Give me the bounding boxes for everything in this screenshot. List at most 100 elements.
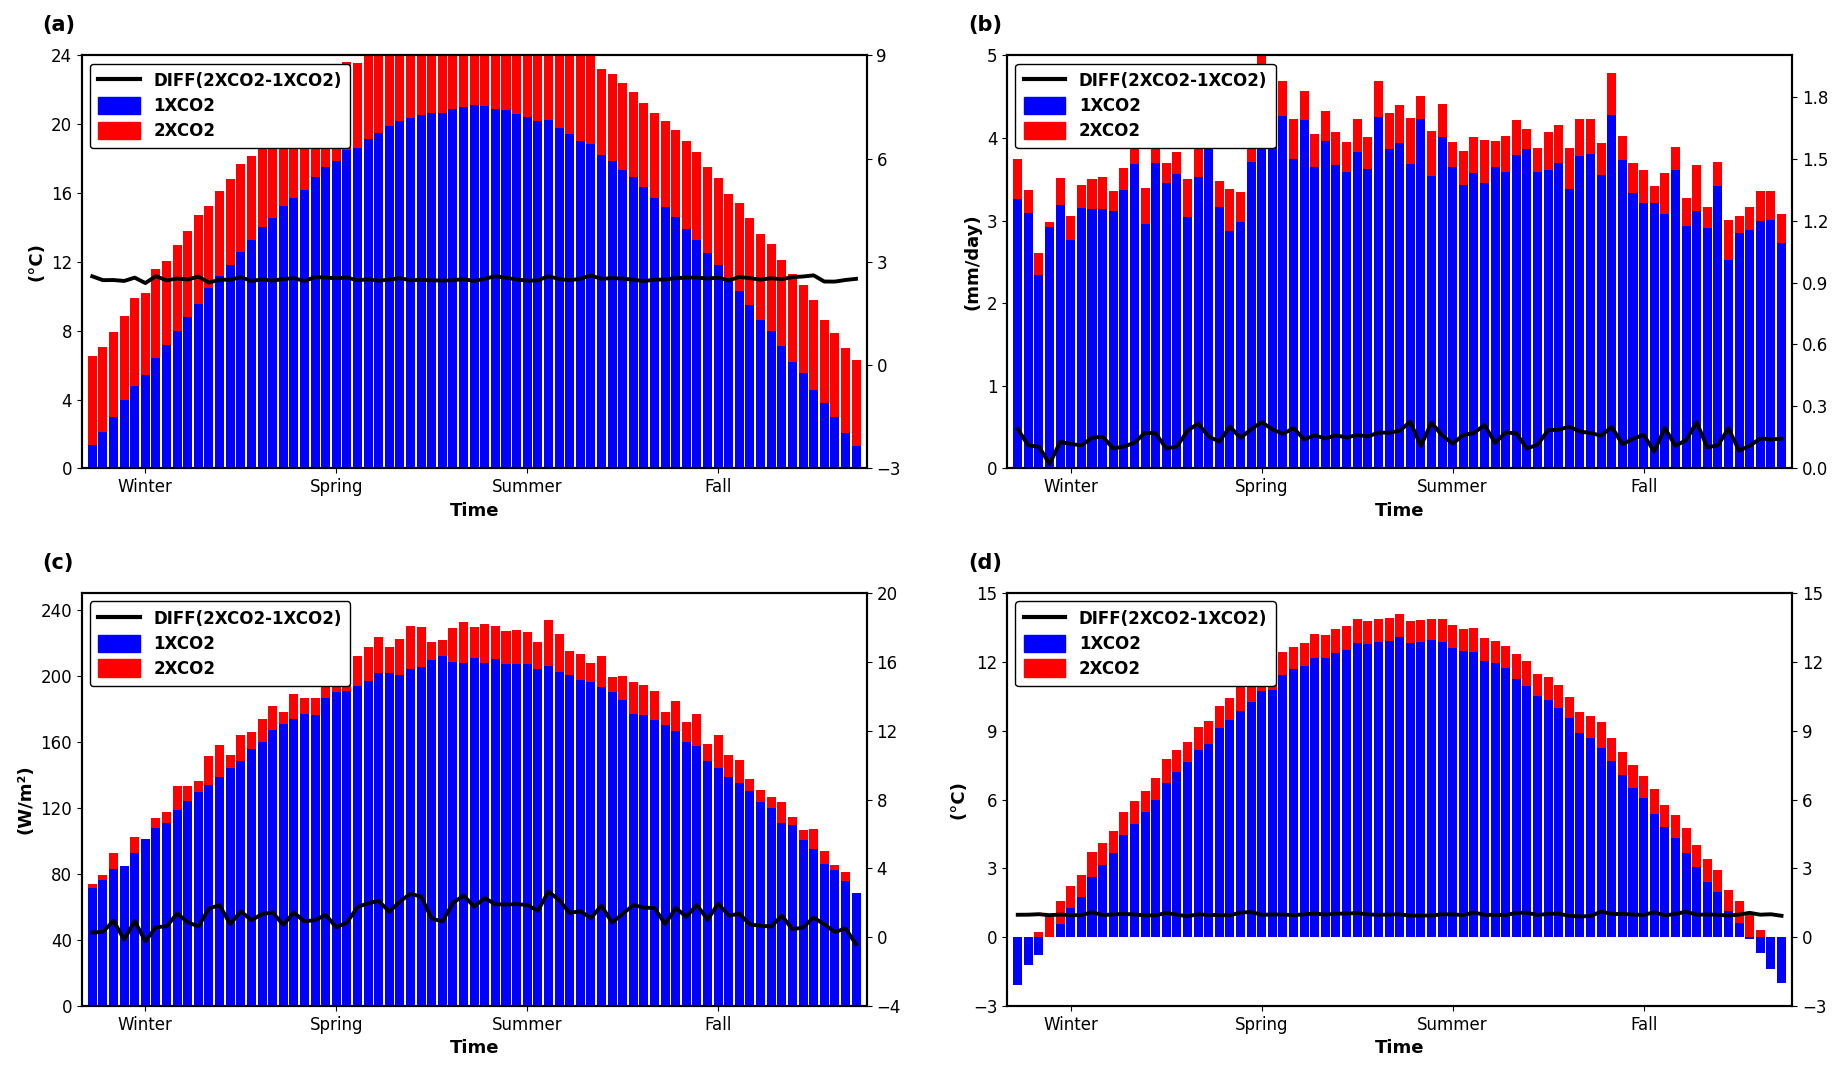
Bar [1098, 208, 1107, 468]
Bar [1723, 260, 1732, 468]
Bar [841, 881, 851, 1006]
Bar [1140, 223, 1149, 468]
Bar [1491, 142, 1500, 468]
Bar [1395, 614, 1404, 938]
Bar [1205, 135, 1214, 468]
Bar [1299, 643, 1308, 938]
Bar [1013, 199, 1022, 468]
Bar [332, 74, 341, 468]
Bar [756, 234, 766, 468]
Bar [1629, 765, 1638, 938]
Bar [1236, 686, 1245, 938]
Bar [1511, 654, 1520, 938]
Bar [649, 720, 659, 1006]
Bar [544, 666, 554, 1006]
Legend: DIFF(2XCO2-1XCO2), 1XCO2, 2XCO2: DIFF(2XCO2-1XCO2), 1XCO2, 2XCO2 [1015, 63, 1275, 148]
Text: (c): (c) [42, 552, 74, 572]
Bar [725, 755, 732, 1006]
Bar [522, 664, 531, 1006]
Bar [247, 749, 256, 1006]
Bar [268, 730, 277, 1006]
Legend: DIFF(2XCO2-1XCO2), 1XCO2, 2XCO2: DIFF(2XCO2-1XCO2), 1XCO2, 2XCO2 [90, 601, 351, 686]
Bar [1205, 722, 1214, 938]
Bar [1672, 170, 1681, 468]
Bar [661, 725, 670, 1006]
Bar [1660, 804, 1670, 938]
Bar [1587, 716, 1596, 938]
Bar [1172, 174, 1181, 468]
Bar [194, 304, 203, 468]
Bar [1321, 658, 1330, 938]
Bar [1120, 812, 1129, 938]
Legend: DIFF(2XCO2-1XCO2), 1XCO2, 2XCO2: DIFF(2XCO2-1XCO2), 1XCO2, 2XCO2 [90, 63, 351, 148]
Bar [1533, 172, 1542, 468]
Bar [1172, 772, 1181, 938]
Bar [1502, 172, 1511, 468]
Bar [1066, 241, 1076, 468]
Bar [1638, 170, 1648, 468]
Bar [1279, 81, 1288, 468]
Bar [1384, 619, 1393, 938]
Bar [1638, 203, 1648, 468]
Bar [375, 673, 384, 1006]
Bar [437, 28, 446, 468]
Bar [745, 218, 755, 468]
Bar [109, 417, 118, 468]
Bar [1734, 216, 1744, 468]
Bar [1352, 642, 1362, 938]
Bar [1766, 938, 1775, 946]
Bar [417, 115, 426, 468]
Bar [1491, 641, 1500, 938]
Bar [1395, 105, 1404, 468]
Bar [1290, 669, 1299, 938]
Bar [428, 29, 435, 468]
Bar [1279, 116, 1288, 468]
Bar [1077, 208, 1087, 468]
Bar [598, 687, 605, 1006]
Bar [417, 29, 426, 468]
Bar [1268, 668, 1277, 938]
Bar [565, 676, 574, 1006]
Bar [513, 114, 520, 468]
Bar [1692, 165, 1701, 468]
Text: (b): (b) [969, 15, 1002, 34]
Bar [470, 658, 478, 1006]
Bar [1553, 709, 1563, 938]
Bar [162, 812, 172, 1006]
Bar [268, 133, 277, 468]
Bar [428, 114, 435, 468]
Bar [1194, 727, 1203, 938]
Bar [1607, 738, 1616, 938]
X-axis label: Time: Time [450, 502, 498, 520]
Bar [1024, 938, 1033, 966]
Bar [1247, 702, 1256, 938]
Bar [1469, 652, 1478, 938]
Bar [1672, 815, 1681, 938]
Bar [1268, 133, 1277, 468]
Bar [89, 446, 96, 468]
Bar [1522, 149, 1531, 468]
Bar [140, 293, 149, 468]
Bar [1596, 748, 1605, 938]
Bar [1268, 95, 1277, 468]
Bar [290, 111, 299, 468]
Bar [830, 865, 839, 1006]
Bar [1426, 176, 1435, 468]
Bar [491, 108, 500, 468]
Bar [98, 433, 107, 468]
Bar [268, 218, 277, 468]
Bar [544, 120, 554, 468]
Bar [470, 105, 478, 468]
Bar [109, 853, 118, 1006]
X-axis label: Time: Time [1375, 1040, 1424, 1057]
Bar [109, 870, 118, 1006]
Bar [236, 761, 245, 1006]
Bar [683, 141, 690, 468]
Bar [448, 108, 458, 468]
Bar [1035, 253, 1044, 468]
Bar [1703, 859, 1712, 938]
Bar [1596, 143, 1605, 468]
Bar [1363, 169, 1373, 468]
Bar [131, 299, 138, 468]
Bar [734, 760, 744, 1006]
